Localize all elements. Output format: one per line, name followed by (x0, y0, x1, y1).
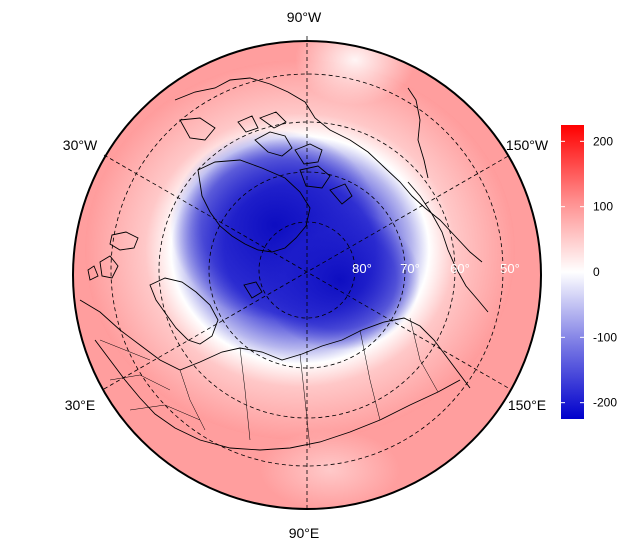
colorbar-tick-label: 200 (593, 134, 613, 148)
meridian-30e-150w (103, 154, 511, 390)
anomaly-field (73, 41, 541, 509)
colorbar-tick-label: -200 (593, 396, 617, 410)
alaska-coast (407, 181, 489, 313)
label-bottom: 90°E (289, 525, 320, 541)
country-borders (99, 317, 439, 449)
graticule (103, 36, 511, 510)
label-top: 90°W (287, 9, 322, 25)
label-lower-left: 30°E (65, 397, 96, 413)
latitude-circle-50 (110, 73, 504, 467)
latitude-circle-80 (258, 221, 356, 319)
map-border (72, 40, 542, 510)
scandinavia-coast (149, 277, 219, 345)
coastlines (79, 77, 489, 451)
negative-anomaly-core-2 (260, 210, 420, 350)
latitude-label-70: 70° (400, 261, 420, 276)
colorbar-tick-label: 0 (593, 265, 600, 279)
iceland-coast (109, 231, 139, 251)
svalbard-coast (243, 281, 263, 299)
label-lower-right: 150°E (508, 397, 546, 413)
latitude-circle-60 (158, 121, 456, 419)
canadian-archipelago (237, 111, 353, 205)
colorbar-tick-label: -100 (593, 330, 617, 344)
latitude-circle-70 (208, 171, 406, 369)
colorbar-gradient (561, 125, 584, 419)
label-upper-right: 150°W (506, 137, 549, 153)
latitude-label-80: 80° (352, 261, 372, 276)
colorbar-ticks: 200 100 0 -100 -200 (561, 134, 617, 410)
colorbar: 200 100 0 -100 -200 (561, 125, 617, 419)
eurasia-coast (79, 299, 471, 451)
greenland-coast (197, 159, 311, 253)
latitude-label-50: 50° (500, 261, 520, 276)
british-isles-coast (87, 255, 119, 281)
colorbar-tick-label: 100 (593, 200, 613, 214)
latitude-label-60: 60° (450, 261, 470, 276)
label-upper-left: 30°W (63, 137, 98, 153)
north-america-coast (174, 77, 483, 263)
